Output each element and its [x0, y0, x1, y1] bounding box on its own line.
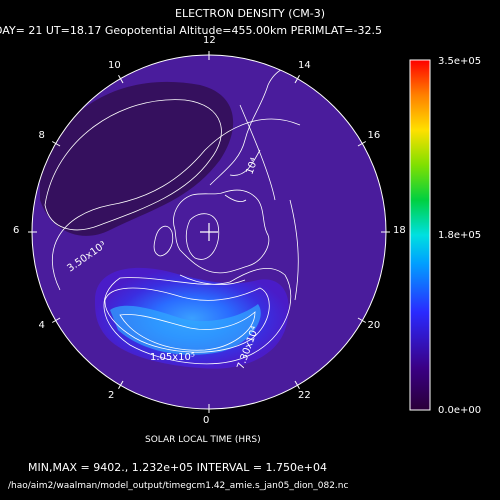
map-subtitle: DAY= 21 UT=18.17 Geopotential Altitude=4…: [0, 24, 382, 37]
hour-ticks: [28, 51, 390, 413]
colorbar-max-label: 3.5e+05: [438, 56, 481, 67]
hour-tick: [51, 141, 61, 147]
hour-label-12: 12: [203, 35, 216, 46]
hour-label-22: 22: [298, 389, 311, 401]
contour-label-northeast: 10⁴: [244, 157, 260, 176]
low-density-region: [40, 81, 234, 236]
contour-lines: [44, 99, 301, 365]
hour-label-18: 18: [393, 225, 406, 236]
hour-label-8: 8: [38, 130, 45, 141]
stats-line: MIN,MAX = 9402., 1.232e+05 INTERVAL = 1.…: [28, 461, 328, 474]
hour-label-0: 0: [203, 415, 210, 426]
hour-tick: [51, 317, 61, 323]
hour-label-4: 4: [38, 320, 45, 331]
map-title: ELECTRON DENSITY (CM-3): [175, 7, 325, 20]
file-path: /hao/aim2/waalman/model_output/timegcm1.…: [8, 481, 349, 491]
hour-label-6: 6: [13, 225, 20, 236]
hour-tick: [357, 317, 367, 323]
hour-label-2: 2: [108, 389, 115, 401]
hour-tick: [357, 141, 367, 147]
hour-label-20: 20: [367, 320, 381, 331]
hour-tick: [118, 74, 124, 84]
pole-marker: [200, 223, 218, 241]
hour-label-14: 14: [298, 60, 311, 72]
x-axis-label: SOLAR LOCAL TIME (HRS): [145, 435, 261, 445]
hour-tick: [294, 380, 300, 390]
contour-label-south: 1.05x10⁵: [150, 352, 195, 363]
hour-label-16: 16: [367, 130, 381, 141]
colorbar: [409, 59, 431, 411]
hour-label-10: 10: [108, 60, 121, 72]
colorbar-min-label: 0.0e+00: [438, 405, 481, 416]
hour-tick: [118, 380, 124, 390]
hour-tick: [294, 74, 300, 84]
colorbar-mid-label: 1.8e+05: [438, 230, 481, 241]
